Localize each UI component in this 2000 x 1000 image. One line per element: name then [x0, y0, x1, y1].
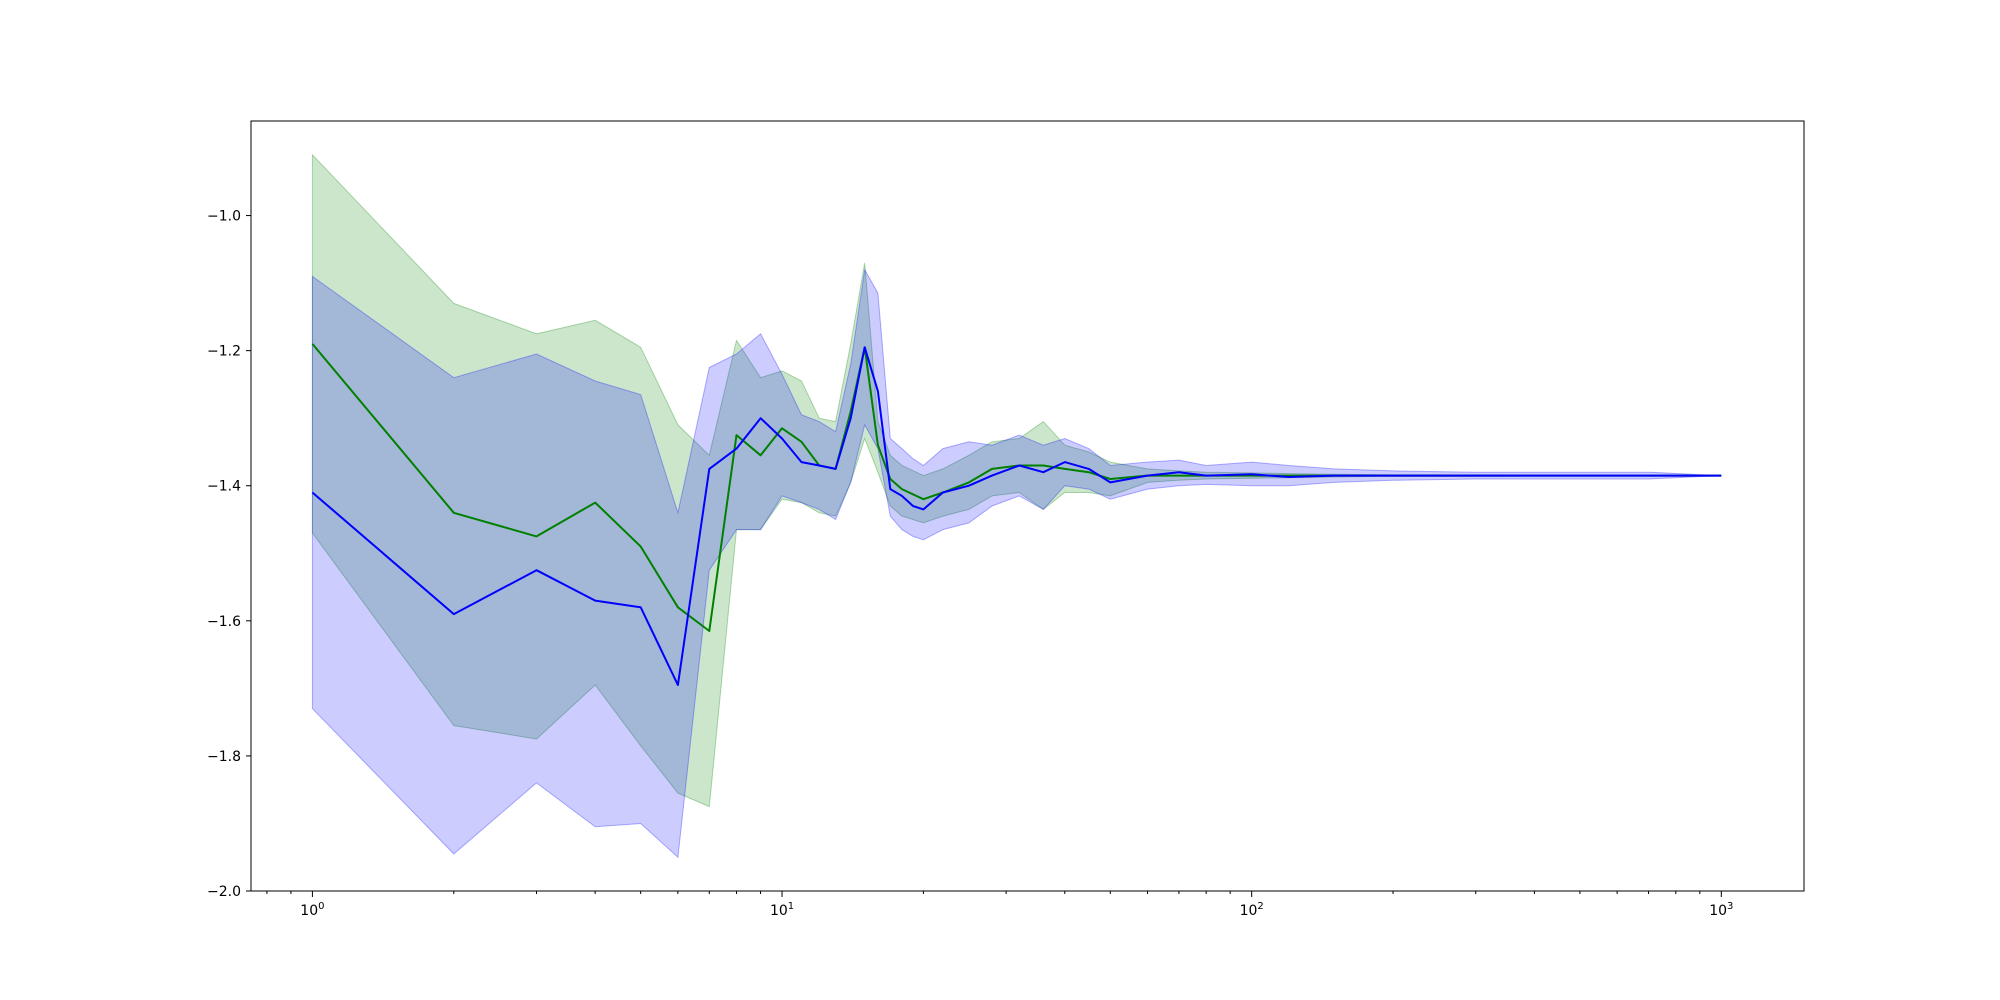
x-tick-label: 103: [1709, 901, 1733, 919]
y-tick-label: −1.6: [207, 614, 241, 630]
x-tick-label: 101: [770, 901, 794, 919]
series-2-band: [311, 268, 1722, 859]
series-2-line: [311, 346, 1722, 686]
plot-frame: [250, 120, 1805, 892]
x-tick-label: 100: [300, 901, 324, 919]
axes: −1.0 −1.2 −1.4 −1.6 −1.8 −2.0 100 101 102 103: [207, 209, 1733, 919]
y-tick-label: −1.0: [207, 209, 241, 225]
y-tick-label: −1.2: [207, 344, 241, 360]
y-tick-label: −1.4: [207, 479, 241, 495]
y-tick-label: −2.0: [207, 884, 241, 900]
x-tick-label: 102: [1240, 901, 1264, 919]
y-tick-label: −1.8: [207, 749, 241, 765]
series-lines: [311, 343, 1722, 686]
